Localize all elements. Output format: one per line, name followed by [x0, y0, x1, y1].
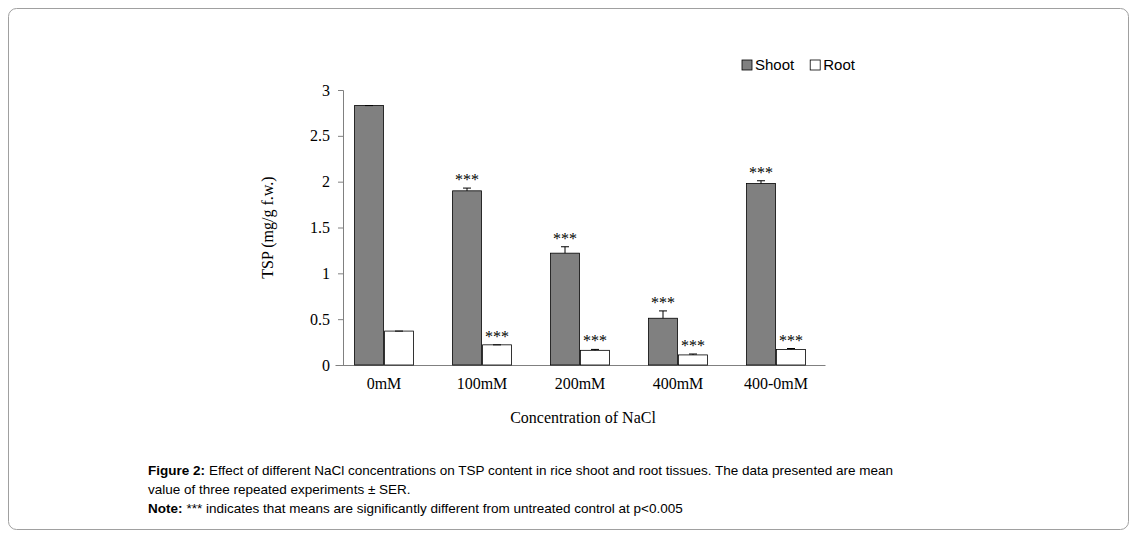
frame [9, 9, 1129, 530]
y-tick: 3 [322, 82, 343, 99]
y-tick-mark [338, 182, 343, 183]
significance-label: *** [681, 337, 705, 354]
y-tick-label: 2 [322, 173, 330, 190]
error-bar [757, 181, 765, 184]
y-tick: 1 [322, 265, 343, 282]
legend-item: Shoot [742, 56, 795, 73]
y-tick: 1.5 [310, 219, 343, 236]
y-tick-mark [338, 90, 343, 91]
significance-label: *** [779, 332, 803, 349]
x-tick: 200mM [555, 365, 606, 392]
x-tick: 400-0mM [744, 365, 808, 392]
significance-label: *** [583, 332, 607, 349]
error-bar [463, 188, 471, 191]
y-tick: 2 [322, 173, 343, 190]
x-tick-label: 0mM [367, 375, 402, 392]
y-tick-mark [338, 273, 343, 274]
x-tick-label: 400-0mM [744, 375, 808, 392]
legend-swatch [810, 60, 820, 70]
y-tick-mark [338, 136, 343, 137]
caption: Figure 2: Effect of different NaCl concen… [148, 463, 893, 516]
x-tick: 0mM [367, 365, 402, 392]
caption-line: Figure 2: Effect of different NaCl concen… [148, 463, 893, 478]
significance-label: *** [651, 294, 675, 311]
bar [551, 253, 580, 365]
error-stem [663, 311, 664, 318]
error-stem [565, 247, 566, 253]
bar [581, 350, 610, 365]
y-tick-label: 3 [322, 82, 330, 99]
x-tick: 100mM [457, 365, 508, 392]
error-bar [365, 105, 373, 106]
y-axis-title: TSP (mg/g f.w.) [259, 176, 277, 278]
bar [483, 345, 512, 365]
bar [747, 184, 776, 366]
y-tick-label: 1.5 [310, 219, 330, 236]
legend-label: Shoot [755, 56, 795, 73]
y-tick-label: 0 [322, 357, 330, 374]
x-tick-label: 400mM [653, 375, 704, 392]
x-tick-label: 100mM [457, 375, 508, 392]
error-cap [365, 105, 373, 106]
error-cap [395, 331, 403, 332]
y-tick-mark [338, 228, 343, 229]
x-tick-label: 200mM [555, 375, 606, 392]
note-text: *** indicates that means are significant… [187, 501, 683, 516]
bar [355, 106, 384, 365]
y-axis: 0 0.5 1 1.5 2 2.5 3 [310, 82, 344, 374]
significance-label: *** [485, 328, 509, 345]
significance-label: *** [749, 164, 773, 181]
legend-label: Root [823, 56, 856, 73]
x-tick: 400mM [653, 365, 704, 392]
error-bar [561, 247, 569, 253]
significance-label: *** [455, 171, 479, 188]
chart: 0 0.5 1 1.5 2 2.5 3 0mM 100mM 200mM 400mM 400-0mM **… [0, 0, 1137, 537]
caption-label: Figure 2: [148, 463, 205, 478]
bar [679, 355, 708, 365]
bar [385, 331, 414, 365]
caption-text: value of three repeated experiments ± SE… [148, 482, 411, 497]
marks [355, 106, 806, 365]
bar [453, 191, 482, 365]
bar [777, 349, 806, 365]
y-tick: 2.5 [310, 127, 343, 144]
y-tick-label: 0.5 [310, 311, 330, 328]
y-tick-mark [338, 319, 343, 320]
error-bar [395, 331, 403, 332]
significance-label: *** [553, 230, 577, 247]
note-label: Note: [148, 501, 183, 516]
legend-swatch [742, 60, 752, 70]
bar [649, 318, 678, 365]
caption-text: Effect of different NaCl concentrations … [209, 463, 893, 478]
x-axis-title: Concentration of NaCl [510, 409, 656, 426]
annotations: *** *** *** *** *** *** *** *** [455, 164, 803, 354]
legend-item: Root [810, 56, 856, 73]
x-axis: 0mM 100mM 200mM 400mM 400-0mM [336, 365, 826, 392]
y-tick-label: 1 [322, 265, 330, 282]
note-line: Note: *** indicates that means are signif… [148, 501, 683, 516]
y-axis-line [338, 91, 344, 366]
legend: Shoot Root [742, 56, 856, 73]
y-tick: 0.5 [310, 311, 343, 328]
y-tick-label: 2.5 [310, 127, 330, 144]
error-bar [659, 311, 667, 318]
